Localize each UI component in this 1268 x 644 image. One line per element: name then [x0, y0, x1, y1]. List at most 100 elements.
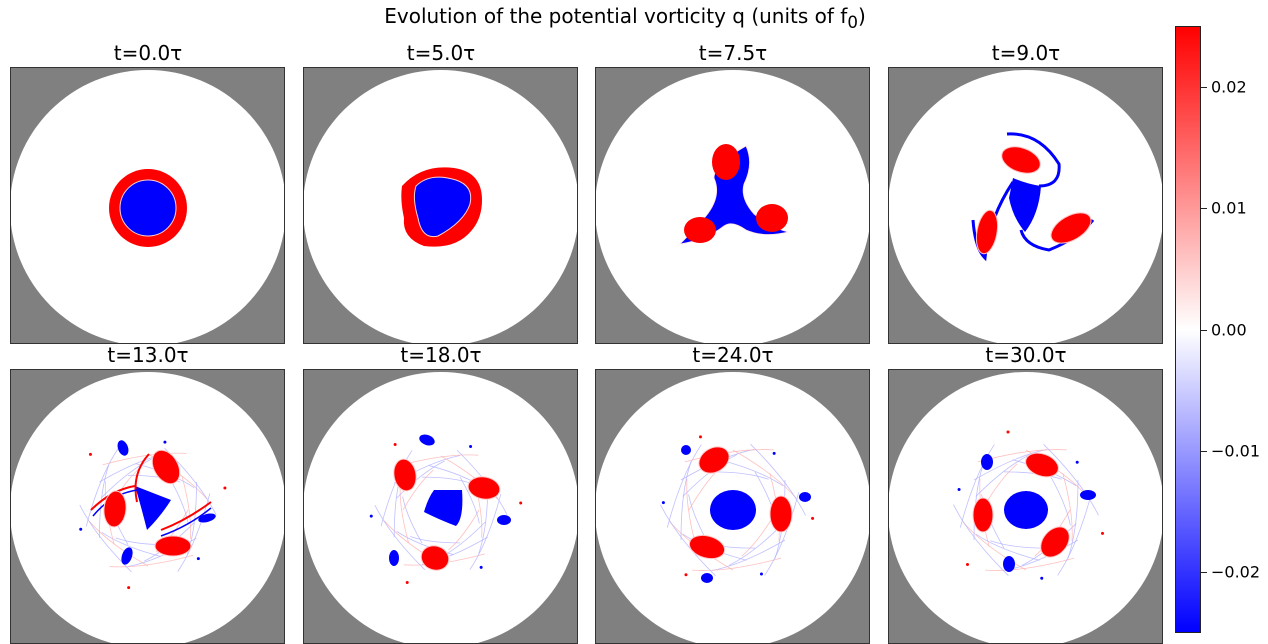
pv-field — [304, 70, 577, 343]
positive-satellite — [151, 449, 181, 485]
vortex-patch — [684, 217, 716, 243]
negative-satellite — [1080, 490, 1096, 500]
vorticity-structures — [971, 132, 1095, 262]
pv-field — [596, 70, 869, 343]
vortex-speck — [223, 486, 227, 490]
vortex-filament — [469, 493, 502, 570]
vortex-speck — [479, 565, 483, 569]
pv-panel — [888, 369, 1163, 644]
vortex-patch — [975, 209, 999, 255]
pv-field — [11, 70, 284, 343]
vortex-filament — [181, 475, 192, 539]
vortex-filament — [421, 476, 472, 484]
positive-satellite — [467, 476, 501, 500]
negative-satellite — [799, 492, 811, 502]
vortex-filament — [177, 493, 211, 572]
vortex-filament — [380, 450, 413, 527]
pv-panel — [888, 67, 1163, 344]
positive-satellite — [698, 446, 730, 474]
negative-satellite — [497, 515, 511, 525]
negative-core — [1009, 178, 1041, 232]
pv-field — [596, 372, 869, 643]
vortex-filament — [684, 449, 774, 463]
pv-field — [304, 372, 577, 643]
vortex-speck — [369, 514, 373, 518]
vortex-filament — [459, 476, 480, 524]
vortex-filament — [750, 444, 806, 516]
vortex-filament — [975, 454, 1031, 497]
vortex-speck — [1006, 430, 1010, 434]
vortex-speck — [393, 442, 397, 446]
positive-satellite — [154, 535, 192, 557]
vortex-speck — [684, 573, 688, 577]
vortex-filament — [1047, 471, 1071, 526]
vortex-filament — [396, 460, 445, 499]
vortex-filament — [1067, 479, 1079, 559]
colorbar-tick-label: −0.02 — [1211, 562, 1261, 582]
panel-title: t=30.0τ — [985, 343, 1067, 367]
panel-title: t=5.0τ — [406, 41, 476, 65]
vortex-filament — [410, 536, 461, 544]
vortex-patch — [1001, 146, 1041, 174]
vorticity-structures — [953, 430, 1105, 580]
vortex-filament — [402, 496, 423, 544]
vortex-filament — [985, 557, 1075, 571]
colorbar-tick — [1201, 86, 1207, 88]
colorbar-tick — [1201, 450, 1207, 452]
negative-satellite — [389, 550, 399, 566]
negative-satellite — [681, 445, 691, 455]
vortex-filament — [109, 554, 194, 568]
negative-core — [413, 176, 472, 238]
positive-satellite — [1025, 452, 1059, 478]
pv-panel — [595, 369, 870, 644]
vortex-filament — [660, 504, 716, 576]
colorbar-tick — [1201, 208, 1207, 210]
negative-satellite — [419, 434, 435, 446]
vortex-filament — [1057, 492, 1093, 576]
vortex-speck — [957, 488, 961, 492]
vortex-filament — [953, 504, 1009, 576]
colorbar-tick-label: 0.00 — [1211, 320, 1247, 339]
colorbar-tick-label: 0.02 — [1211, 77, 1247, 97]
positive-satellite — [420, 545, 450, 571]
colorbar-tick — [1201, 572, 1207, 574]
positive-satellite — [1040, 526, 1070, 558]
positive-satellite — [688, 534, 726, 560]
colorbar-tick-label: 0.01 — [1211, 198, 1247, 218]
vortex-speck — [519, 501, 523, 505]
vortex-speck — [405, 581, 409, 585]
pv-panel — [595, 67, 870, 344]
panel-title: t=9.0τ — [991, 41, 1061, 65]
positive-satellite — [972, 497, 994, 533]
vortex-speck — [88, 452, 92, 456]
vortex-speck — [196, 557, 200, 561]
vorticity-structures — [109, 169, 187, 247]
vortex-filament — [1043, 444, 1099, 516]
vortex-filament — [448, 509, 480, 551]
vortex-speck — [79, 527, 83, 531]
vortex-filament — [101, 458, 152, 498]
vortex-filament — [959, 444, 995, 528]
vortex-filament — [79, 504, 132, 573]
pv-panel — [303, 369, 578, 644]
vortex-patch — [756, 204, 788, 232]
positive-satellite — [103, 490, 127, 528]
vorticity-structures — [79, 440, 227, 590]
vortex-speck — [1075, 460, 1079, 464]
vortex-speck — [772, 451, 776, 455]
pv-field — [889, 372, 1162, 643]
panel-title: t=0.0τ — [113, 41, 183, 65]
vortex-speck — [759, 572, 763, 576]
vortex-filament — [1062, 473, 1073, 542]
negative-satellite — [117, 440, 129, 456]
vortex-speck — [698, 435, 702, 439]
panel-title: t=13.0τ — [107, 343, 189, 367]
negative-satellite — [121, 547, 133, 565]
colorbar-tick — [1201, 329, 1207, 331]
vortex-filament — [975, 533, 1040, 561]
vortex-speck — [965, 563, 969, 567]
vortex-speck — [1101, 531, 1105, 535]
vortex-speck — [127, 586, 131, 590]
vortex-filament — [101, 531, 161, 557]
panel-title: t=7.5τ — [698, 41, 768, 65]
